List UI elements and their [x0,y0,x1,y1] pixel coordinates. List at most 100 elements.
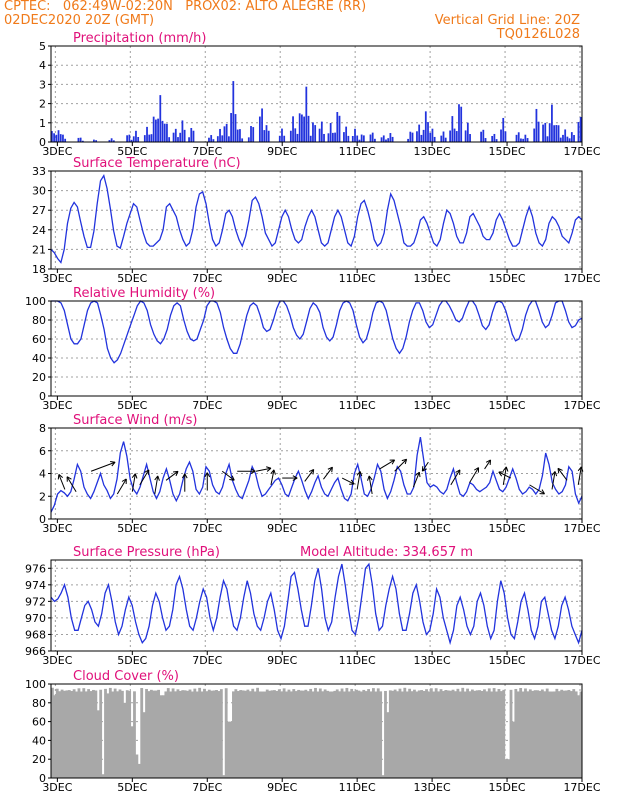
precip-bar [524,134,527,142]
precip-bar [177,137,179,142]
cloud-bars [51,687,583,778]
cloud-bar [347,691,351,778]
x-tick-label: 7DEC [192,522,222,535]
precip-bar [146,126,148,142]
x-tick-label: 13DEC [414,399,451,412]
precip-bar [542,124,544,142]
precip-bar [137,136,140,142]
cloud-bar [400,691,404,778]
cloud-bar [171,688,175,778]
precip-bar [228,136,230,142]
cloud-bar [277,689,281,778]
y-tick-label: 20 [32,371,46,384]
x-tick-label: 13DEC [414,145,451,158]
header-vertical-grid: Vertical Grid Line: 20Z [434,13,580,28]
precip-bar [336,112,339,142]
precip-bar [380,137,383,142]
precip-bar [159,95,162,142]
cloud-bar [379,691,383,778]
header-model-code: TQ0126L028 [496,27,580,42]
cloud-bar [415,691,419,778]
cloud-bar [381,775,385,778]
y-tick-label: 24 [32,224,46,237]
panel-0: 0 1 2 3 4 5 3DEC 5DEC 7DEC 9DEC 11DEC 13DEC 15DEC 17D… [39,31,601,158]
precip-bar [318,128,321,142]
cloud-bar [178,690,182,778]
precip-bar [464,130,467,142]
precip-bar [422,129,425,142]
y-tick-label: 100 [25,295,46,308]
precip-bar [150,134,153,142]
precip-bar [55,134,58,142]
precip-bar [451,116,454,142]
wind-arrow-head [292,475,298,481]
cloud-bar [509,689,513,778]
cloud-bar [425,689,428,778]
wind-arrow-head [367,475,373,481]
cloud-bar [333,690,337,778]
cloud-bar [203,688,206,778]
cloud-bar [466,688,469,778]
x-tick-label: 9DEC [267,654,297,667]
cloud-bar [113,688,117,778]
cloud-bar [258,691,262,778]
cloud-bar [569,691,573,778]
wind-arrow-head [551,471,558,477]
cloud-bar [248,691,252,778]
precip-bar [548,123,551,142]
wind-arrow-head [57,474,64,480]
precip-bar [62,134,64,142]
cloud-bar [159,695,163,778]
cloud-bar [198,687,202,778]
precip-bar [312,122,314,142]
precip-bar [234,114,237,142]
y-tick-label: 0 [39,136,46,149]
precip-bar [154,119,157,142]
panel-annotation: Model Altitude: 334.657 m [300,545,473,560]
cloud-bar [125,690,129,778]
cloud-bar [63,690,66,778]
precip-bar [570,132,573,142]
x-tick-label: 17DEC [563,781,600,794]
precip-bar [93,139,95,142]
y-tick-label: 1 [39,117,46,130]
cloud-bar [116,691,119,778]
x-tick-label: 11DEC [339,272,376,285]
y-tick-label: 970 [25,612,46,625]
cloud-bar [239,690,243,778]
cloud-bar [79,691,83,778]
y-tick-label: 4 [39,468,46,481]
panel-1: 18 21 24 27 30 33 3DEC 5DEC 7DEC 9DEC 11DEC 13DEC 15… [32,156,601,285]
precip-bar [577,122,580,142]
cloud-bar [340,688,344,778]
y-tick-label: 976 [25,562,46,575]
cloud-bar [437,691,440,778]
cloud-bar [306,691,310,778]
precip-bar [557,125,560,142]
precip-bar [281,128,283,142]
precip-bar [391,136,394,142]
precip-bar [265,125,268,142]
cloud-bar [396,691,399,778]
cloud-bar [67,690,71,778]
cloud-bar [99,689,103,778]
cloud-bar [442,691,445,778]
precip-bar [225,123,228,142]
cloud-bar [376,688,380,778]
cloud-bar [512,721,515,778]
cloud-bar [118,689,122,778]
cloud-bar [265,689,269,778]
cloud-bar [87,689,91,778]
wind-arrow [154,475,159,495]
cloud-bar [393,689,397,778]
cloud-bar [444,690,448,778]
precip-bar [418,124,421,142]
y-tick-label: 33 [32,165,46,178]
precip-bar [579,116,582,142]
wind-arrow [66,476,77,492]
precip-bar [460,106,463,142]
cloud-bar [538,690,542,778]
cloud-bar [302,690,305,778]
panel-title: Cloud Cover (%) [73,669,179,684]
precip-bar [163,123,166,142]
